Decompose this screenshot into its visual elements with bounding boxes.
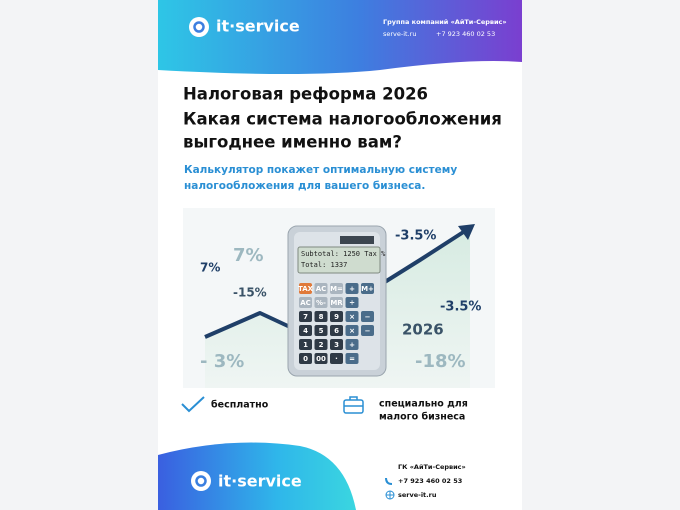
key-label: + [349, 285, 355, 293]
site: serve-it.ru [383, 30, 416, 38]
key-label: − [365, 327, 371, 335]
key [299, 311, 312, 322]
key-label: AC [316, 285, 327, 293]
key [330, 325, 343, 336]
key [330, 311, 343, 322]
key [314, 353, 328, 364]
key-label: ÷ [349, 299, 355, 307]
key [330, 339, 343, 350]
phone: +7 923 460 02 53 [398, 477, 462, 485]
key-label: × [349, 327, 355, 335]
key-label: − [365, 313, 371, 321]
key [345, 283, 359, 294]
key-label: = [349, 355, 355, 363]
chart-label: -15% [233, 286, 267, 300]
illustration [183, 208, 495, 388]
key-label: 5 [319, 327, 324, 335]
key [330, 283, 343, 294]
key [314, 339, 328, 350]
chart-label: -3.5% [395, 229, 436, 244]
display-text: Subtotal: 1250 Tax % [301, 250, 386, 258]
title-line: выгоднее именно вам? [183, 133, 402, 152]
display-text: Total: 1337 [301, 261, 347, 269]
key-label: AC [300, 299, 311, 307]
key [345, 339, 359, 350]
key [299, 325, 312, 336]
key-label: TAX [298, 285, 314, 293]
key [345, 353, 359, 364]
key [361, 325, 374, 336]
chart-label: 7% [200, 261, 220, 275]
key [330, 297, 343, 308]
logo-text: it·service [216, 17, 300, 36]
key [330, 353, 343, 364]
company: Группа компаний «АйТи-Сервис» [383, 18, 507, 26]
key-label: 3 [334, 341, 339, 349]
key [361, 311, 374, 322]
key-label: × [349, 313, 355, 321]
key [299, 297, 312, 308]
phone-icon [385, 477, 393, 485]
company: ГК «АйТи-Сервис» [398, 463, 466, 471]
calculator-keys: TAX AC M= + M+AC %- MR ÷7 8 9 × −4 5 6 × −1 2 3 +0 00 · = [298, 283, 374, 364]
chart-label: -18% [415, 351, 466, 372]
globe-icon [385, 490, 395, 500]
feature: бесплатно [211, 400, 269, 411]
key [299, 339, 312, 350]
key-label: MR [330, 299, 343, 307]
chart-label: 2026 [402, 321, 444, 339]
site: serve-it.ru [398, 491, 437, 499]
chart-label: - 3% [200, 351, 244, 372]
header-band [158, 0, 522, 74]
key-label: %- [316, 299, 326, 307]
key-label: 0 [303, 355, 308, 363]
key-label: · [335, 355, 338, 363]
logo-icon [189, 17, 209, 37]
key-label: 4 [303, 327, 308, 335]
key-label: 2 [319, 341, 324, 349]
subtitle-line: Калькулятор покажет оптимальную систему [184, 164, 457, 176]
key-label: 1 [303, 341, 308, 349]
title-line: Налоговая реформа 2026 [183, 85, 428, 104]
key [314, 311, 328, 322]
footer-band [158, 442, 356, 510]
key-label: 00 [316, 355, 326, 363]
key [314, 297, 328, 308]
check-icon [181, 396, 205, 413]
title-line: Какая система налогообложения [183, 110, 502, 129]
key-label: M+ [361, 285, 374, 293]
key [314, 325, 328, 336]
logo-icon [191, 471, 211, 491]
key [345, 311, 359, 322]
key-label: 9 [334, 313, 339, 321]
key-label: M= [330, 285, 343, 293]
key [314, 283, 328, 294]
chart-label: -3.5% [440, 300, 481, 315]
phone: +7 923 460 02 53 [436, 30, 495, 38]
feature: малого бизнеса [379, 412, 465, 423]
key-label: + [349, 341, 355, 349]
logo-text: it·service [218, 472, 302, 491]
key [345, 297, 359, 308]
chart-label: 7% [233, 245, 264, 266]
key [299, 283, 312, 294]
key-label: 6 [334, 327, 339, 335]
key [361, 283, 374, 294]
key [299, 353, 312, 364]
feature: специально для [379, 399, 468, 410]
key-label: 8 [319, 313, 324, 321]
briefcase-icon [343, 396, 364, 414]
subtitle-line: налогообложения для вашего бизнеса. [184, 180, 425, 192]
key [345, 325, 359, 336]
illustration-texts: 7% 7% -15% - 3% -3.5% -3.5% 2026 -18% Subtotal: … [200, 229, 481, 373]
key-label: 7 [303, 313, 308, 321]
